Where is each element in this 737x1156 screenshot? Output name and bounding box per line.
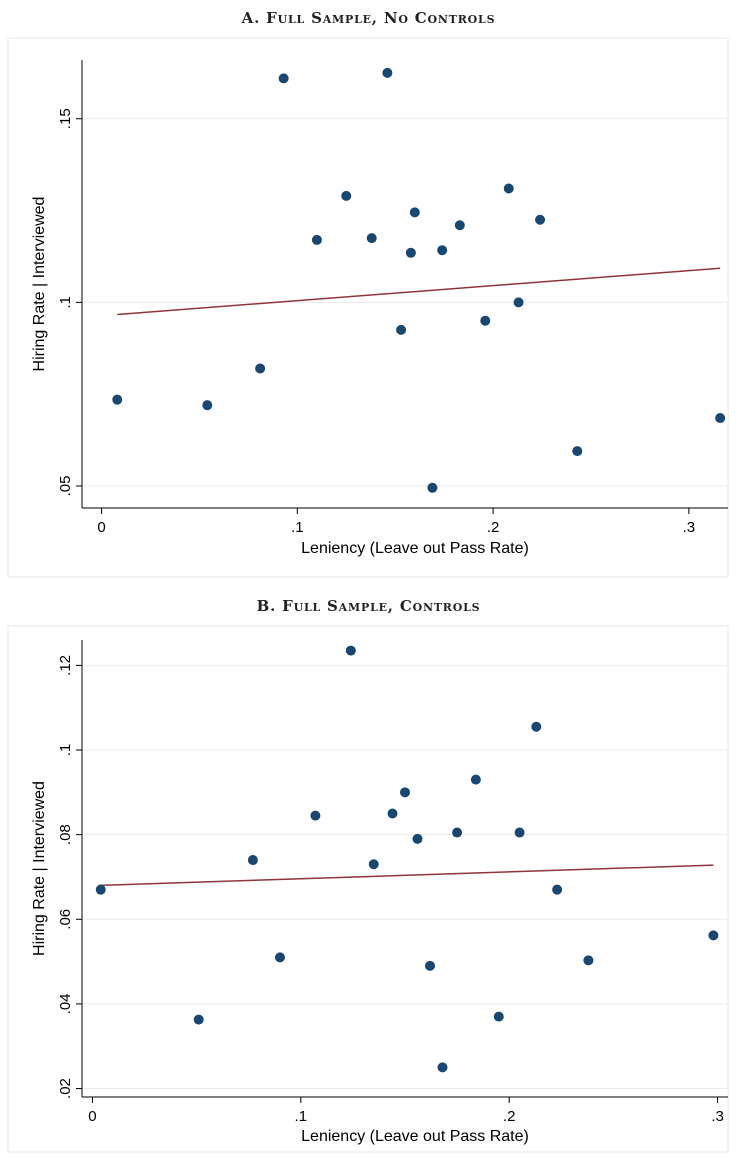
chart-b-data-point	[493, 1011, 504, 1022]
chart-a-data-point	[503, 183, 514, 194]
chart-b-data-point	[95, 884, 106, 895]
chart-b-data-point	[470, 774, 481, 785]
chart-a-data-point	[427, 482, 438, 493]
chart-b-data-point	[247, 855, 258, 866]
chart-a-x-axis-title: Leniency (Leave out Pass Rate)	[301, 540, 529, 557]
chart-a-data-point	[572, 446, 583, 457]
chart-a-data-point	[535, 214, 546, 225]
chart-a-data-point	[366, 233, 377, 244]
panel-a-title: A. Full Sample, No Controls	[241, 9, 496, 27]
chart-a-data-point	[405, 247, 416, 258]
chart-b-data-point	[310, 810, 321, 821]
chart-a-data-point	[382, 67, 393, 78]
chart-a-data-point	[437, 245, 448, 256]
chart-a-data-point	[112, 394, 123, 405]
chart-b-data-point	[412, 833, 423, 844]
chart-b-x-tick-label: .1	[295, 1108, 308, 1125]
chart-a: .05 .1 .15 0 .1 .2 .3 Leniency (Leave out Pass …	[7, 37, 729, 578]
chart-b-x-tick-label: .3	[711, 1108, 724, 1125]
chart-a-y-tick-label: .05	[57, 476, 74, 497]
chart-b-x-tick-label: .2	[503, 1108, 516, 1125]
chart-b-data-point	[368, 859, 379, 870]
chart-b-data-point	[387, 808, 398, 819]
chart-a-data-point	[341, 190, 352, 201]
chart-b-data-point	[552, 884, 563, 895]
chart-b-y-tick-label: .1	[57, 744, 74, 757]
chart-b-fit-line	[98, 864, 714, 887]
chart-b-y-tick-label: .12	[57, 655, 74, 676]
chart-a-x-tick-label: .2	[487, 519, 500, 536]
chart-a-frame	[7, 37, 729, 578]
chart-a-y-axis-title: Hiring Rate | Interviewed	[31, 197, 48, 372]
chart-b-data-point	[583, 955, 594, 966]
chart-a-x-tick-label: .3	[683, 519, 696, 536]
chart-a-data-point	[454, 220, 465, 231]
chart-b-data-point	[193, 1014, 204, 1025]
chart-a-data-point	[396, 324, 407, 335]
chart-a-data-point	[311, 234, 322, 245]
chart-b-data-point	[708, 930, 719, 941]
chart-b-data-point	[531, 721, 542, 732]
chart-a-data-point	[480, 315, 491, 326]
chart-a-fit-line	[117, 267, 721, 316]
chart-a-data-point	[715, 413, 726, 424]
chart-a-data-point	[513, 297, 524, 308]
chart-b-data-point	[437, 1062, 448, 1073]
chart-b-y-tick-label: .06	[57, 909, 74, 930]
chart-a-x-tick-label: .1	[291, 519, 304, 536]
chart-b-y-tick-label: .08	[57, 824, 74, 845]
chart-a-x-tick-label: 0	[97, 519, 105, 536]
panel-b-title: B. Full Sample, Controls	[256, 597, 481, 615]
chart-b-data-point	[425, 960, 436, 971]
chart-b-x-axis-title: Leniency (Leave out Pass Rate)	[301, 1128, 529, 1145]
chart-b-data-point	[452, 827, 463, 838]
chart-a-y-tick-label: .15	[57, 108, 74, 129]
chart-a-data-point	[409, 207, 420, 218]
chart-b-data-point	[274, 952, 285, 963]
chart-b-data-point	[345, 645, 356, 656]
chart-b-y-tick-label: .04	[57, 993, 74, 1014]
chart-b-y-tick-label: .02	[57, 1078, 74, 1099]
chart-b-y-axis-title: Hiring Rate | Interviewed	[31, 781, 48, 956]
chart-a-data-point	[202, 400, 213, 411]
chart-a-data-point	[278, 73, 289, 84]
chart-b-data-point	[514, 827, 525, 838]
chart-b-x-tick-label: 0	[88, 1108, 96, 1125]
chart-a-y-tick-label: .1	[57, 296, 74, 309]
chart-b-data-point	[400, 787, 410, 798]
chart-a-data-point	[255, 363, 266, 374]
chart-b-frame	[7, 625, 729, 1153]
